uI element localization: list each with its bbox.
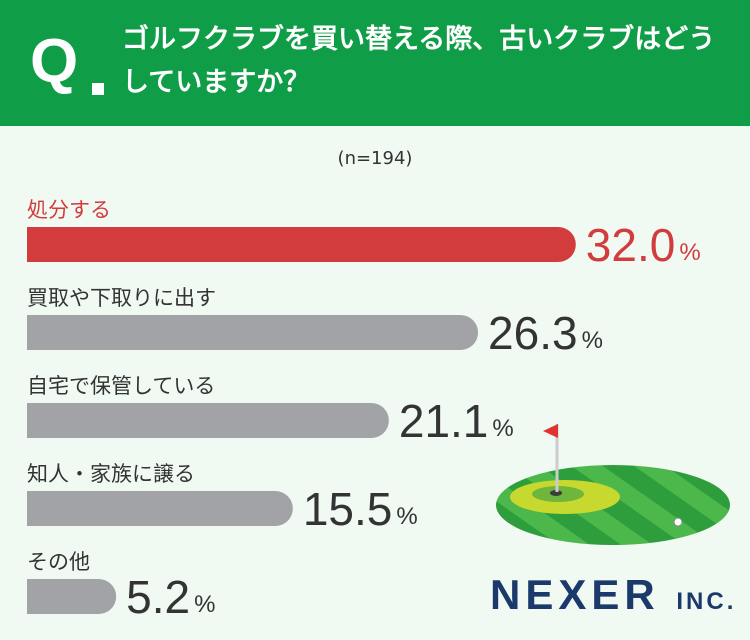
value-label: 5.2 xyxy=(126,571,190,623)
unit-label: % xyxy=(582,327,603,354)
unit-label: % xyxy=(679,239,700,266)
unit-label: % xyxy=(194,591,215,618)
sample-size-label: (n=194) xyxy=(337,148,413,169)
nexer-logo: NEXER INC. xyxy=(490,570,736,627)
value-label: 21.1 xyxy=(399,395,489,447)
category-label: 買取や下取りに出す xyxy=(27,286,216,310)
golf-course-icon xyxy=(496,424,730,545)
bar xyxy=(27,491,293,526)
bar xyxy=(27,579,117,614)
bar xyxy=(27,315,479,350)
header-banner: Q ゴルフクラブを買い替える際、古いクラブはどうしていますか？ xyxy=(0,0,750,126)
value-label: 26.3 xyxy=(488,307,578,359)
category-label: 自宅で保管している xyxy=(27,374,215,398)
category-label: その他 xyxy=(27,550,90,574)
question-title: ゴルフクラブを買い替える際、古いクラブはどうしていますか？ xyxy=(122,24,716,98)
bar xyxy=(27,227,576,262)
value-label: 15.5 xyxy=(303,483,393,535)
q-mark: Q xyxy=(30,27,79,96)
value-label: 32.0 xyxy=(586,219,676,271)
logo-name: NEXER xyxy=(490,571,660,618)
unit-label: % xyxy=(492,415,513,442)
unit-label: % xyxy=(396,503,417,530)
q-dot xyxy=(92,83,104,95)
category-label: 知人・家族に譲る xyxy=(27,462,195,486)
bar xyxy=(27,403,389,438)
logo-suffix: INC. xyxy=(676,588,737,615)
category-label: 処分する xyxy=(27,198,111,222)
